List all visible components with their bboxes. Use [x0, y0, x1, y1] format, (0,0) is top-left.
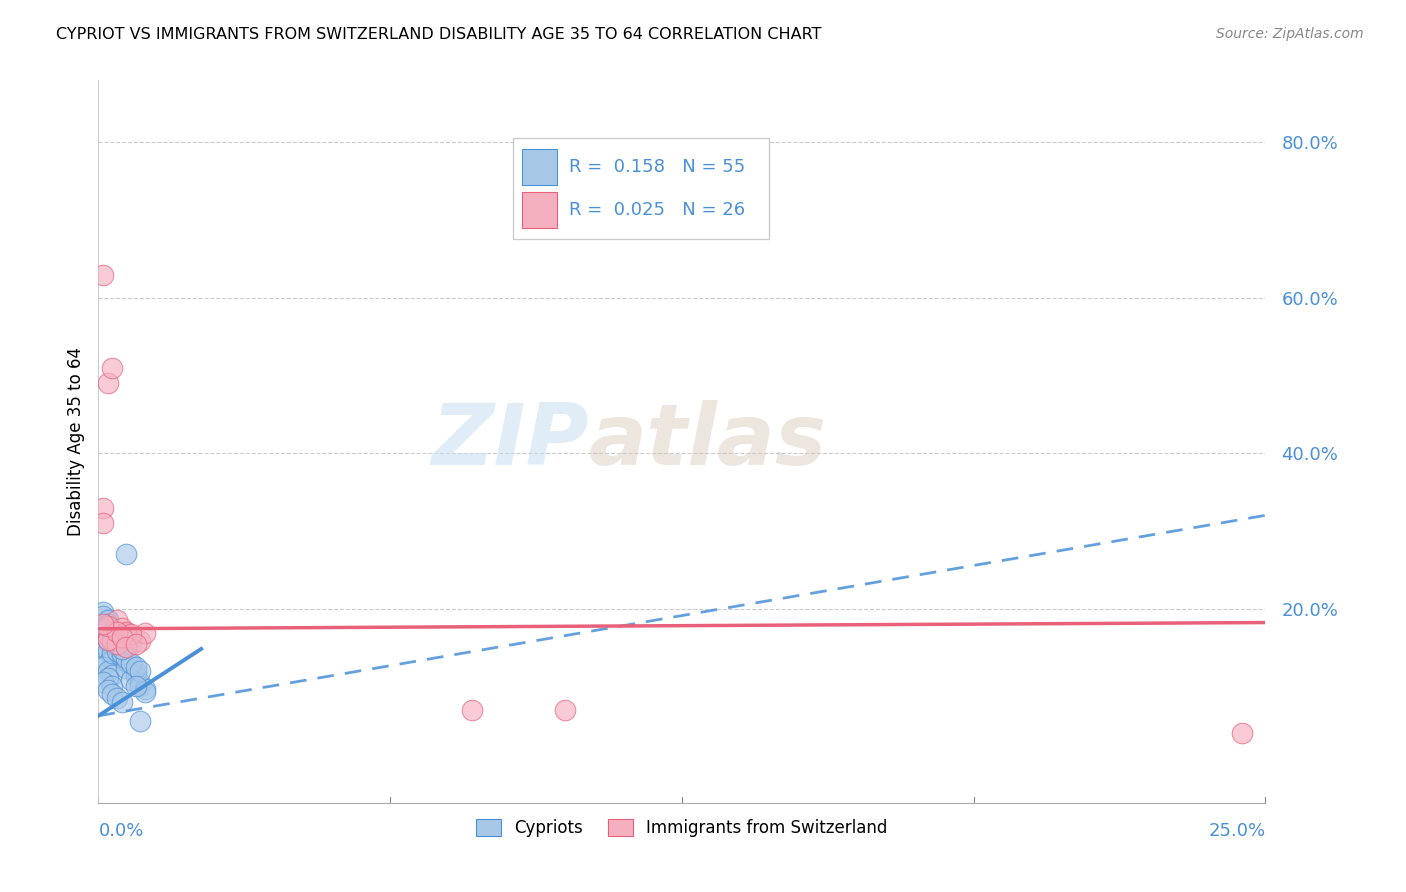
Point — [111, 648, 134, 662]
Point — [125, 636, 148, 650]
Point — [125, 669, 148, 683]
Point — [129, 676, 152, 690]
Point — [97, 656, 120, 670]
Point — [97, 376, 120, 391]
Point — [91, 636, 114, 650]
Point — [97, 683, 120, 698]
Y-axis label: Disability Age 35 to 64: Disability Age 35 to 64 — [66, 347, 84, 536]
Point — [101, 646, 124, 660]
Point — [101, 632, 124, 647]
Point — [461, 702, 484, 716]
Point — [101, 652, 124, 666]
Point — [91, 617, 114, 632]
Point — [105, 690, 128, 705]
Point — [97, 629, 120, 643]
Point — [105, 636, 128, 650]
FancyBboxPatch shape — [522, 149, 557, 185]
Point — [91, 609, 114, 624]
Point — [97, 621, 120, 635]
Point — [125, 660, 148, 674]
Text: CYPRIOT VS IMMIGRANTS FROM SWITZERLAND DISABILITY AGE 35 TO 64 CORRELATION CHART: CYPRIOT VS IMMIGRANTS FROM SWITZERLAND D… — [56, 27, 821, 42]
Point — [97, 624, 120, 639]
Point — [105, 613, 128, 627]
Point — [91, 500, 114, 515]
Point — [91, 268, 114, 282]
Point — [111, 649, 134, 664]
Point — [111, 642, 134, 657]
Point — [115, 640, 138, 655]
Point — [97, 613, 120, 627]
Point — [101, 360, 124, 375]
Point — [101, 667, 124, 681]
Point — [120, 636, 142, 650]
Point — [101, 687, 124, 701]
Point — [91, 640, 114, 655]
Point — [125, 665, 148, 680]
Point — [91, 516, 114, 530]
Point — [101, 630, 124, 644]
Point — [115, 661, 138, 675]
Point — [97, 613, 120, 627]
Point — [554, 702, 576, 716]
Point — [115, 547, 138, 561]
Point — [91, 606, 114, 620]
Point — [134, 681, 156, 696]
Legend: Cypriots, Immigrants from Switzerland: Cypriots, Immigrants from Switzerland — [468, 810, 896, 845]
Point — [120, 630, 142, 644]
Point — [134, 626, 156, 640]
Point — [129, 664, 152, 678]
Point — [97, 644, 120, 658]
Point — [125, 679, 148, 693]
Point — [101, 679, 124, 693]
Point — [1230, 726, 1253, 740]
Point — [91, 660, 114, 674]
Point — [97, 664, 120, 678]
Point — [105, 640, 128, 655]
FancyBboxPatch shape — [513, 138, 769, 239]
Text: ZIP: ZIP — [430, 400, 589, 483]
Point — [105, 643, 128, 657]
Text: 0.0%: 0.0% — [98, 822, 143, 840]
Point — [101, 624, 124, 639]
Point — [120, 658, 142, 673]
Point — [111, 630, 134, 644]
Point — [97, 618, 120, 632]
Text: R =  0.158   N = 55: R = 0.158 N = 55 — [568, 158, 745, 176]
Point — [97, 632, 120, 647]
Point — [115, 654, 138, 668]
Point — [101, 629, 124, 643]
Point — [115, 651, 138, 665]
Point — [115, 626, 138, 640]
Point — [91, 621, 114, 635]
Point — [120, 656, 142, 670]
Point — [111, 621, 134, 635]
Point — [97, 617, 120, 632]
Point — [91, 621, 114, 635]
Point — [97, 632, 120, 647]
FancyBboxPatch shape — [522, 193, 557, 228]
Point — [120, 673, 142, 687]
Text: 25.0%: 25.0% — [1208, 822, 1265, 840]
Point — [105, 639, 128, 653]
Point — [111, 695, 134, 709]
Point — [101, 634, 124, 648]
Text: R =  0.025   N = 26: R = 0.025 N = 26 — [568, 202, 745, 219]
Point — [105, 624, 128, 639]
Point — [129, 634, 152, 648]
Text: atlas: atlas — [589, 400, 827, 483]
Point — [120, 627, 142, 641]
Point — [129, 679, 152, 693]
Point — [115, 624, 138, 639]
Point — [129, 714, 152, 729]
Point — [91, 675, 114, 690]
Point — [101, 648, 124, 663]
Point — [134, 684, 156, 698]
Point — [97, 672, 120, 686]
Text: Source: ZipAtlas.com: Source: ZipAtlas.com — [1216, 27, 1364, 41]
